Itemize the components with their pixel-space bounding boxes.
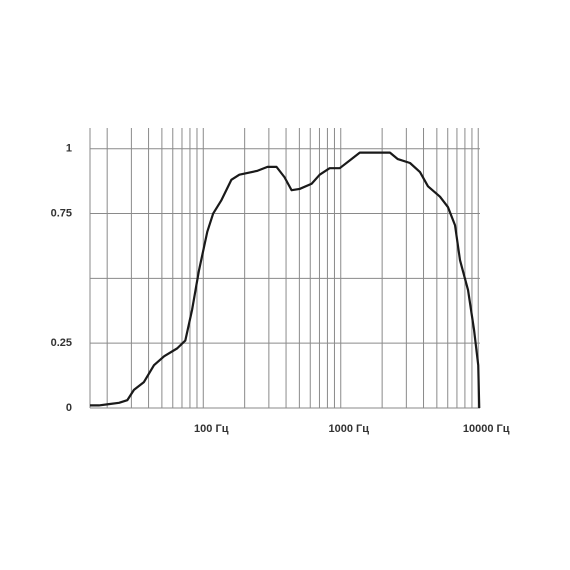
y-tick-label: 0 (66, 402, 72, 414)
y-tick-label: 1 (66, 143, 72, 155)
x-tick-label: 100 Гц (194, 423, 229, 435)
x-tick-label: 1000 Гц (328, 423, 369, 435)
response-curve (90, 151, 481, 409)
x-tick-label: 10000 Гц (463, 423, 510, 435)
y-tick-label: 0.75 (51, 207, 72, 219)
y-tick-label: 0.25 (51, 337, 72, 349)
